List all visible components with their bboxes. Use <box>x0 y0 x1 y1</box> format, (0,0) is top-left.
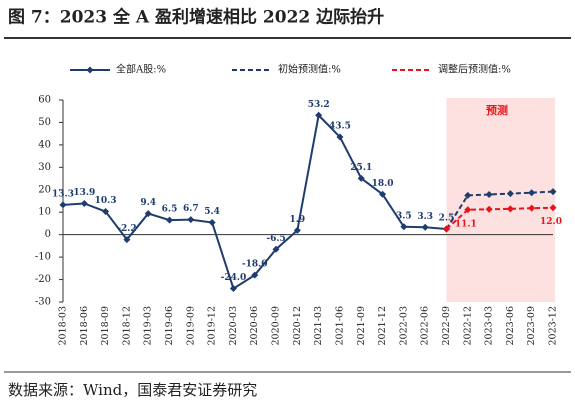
data-label: 53.2 <box>308 100 330 110</box>
chart-title: 图 7：2023 全 A 盈利增速相比 2022 边际抬升 <box>8 7 384 28</box>
x-tick-label: 2022-03 <box>398 306 409 345</box>
x-tick-label: 2021-06 <box>334 306 345 345</box>
legend-label: 全部A股:% <box>116 63 166 76</box>
data-label: 5.4 <box>204 207 220 217</box>
y-tick-label: 30 <box>38 162 51 173</box>
source: 数据来源：Wind，国泰君安证券研究 <box>8 381 257 399</box>
point <box>251 271 259 279</box>
point <box>357 174 365 182</box>
x-tick-label: 2022-09 <box>441 306 452 345</box>
data-label: 25.1 <box>350 163 372 173</box>
x-tick-label: 2021-03 <box>313 306 324 345</box>
y-tick-label: -20 <box>35 274 51 285</box>
y-tick-label: -10 <box>35 252 51 263</box>
point <box>272 245 280 253</box>
y-tick-label: 0 <box>45 229 51 240</box>
data-label: 43.5 <box>329 122 351 132</box>
data-label: 11.1 <box>455 219 477 229</box>
point <box>549 204 557 212</box>
y-tick-label: 20 <box>38 184 51 195</box>
x-tick-label: 2021-12 <box>377 306 388 345</box>
point <box>421 223 429 231</box>
point <box>400 223 408 231</box>
data-label: -6.5 <box>266 234 285 244</box>
point <box>506 205 514 213</box>
x-tick-label: 2018-12 <box>121 306 132 345</box>
point <box>229 285 237 293</box>
data-label: -24.0 <box>221 273 247 283</box>
point <box>59 201 67 209</box>
data-label: 6.7 <box>183 204 199 214</box>
x-tick-label: 2020-09 <box>271 306 282 345</box>
series-line <box>445 190 554 230</box>
x-tick-label: 2023-12 <box>548 306 559 345</box>
point <box>464 191 472 199</box>
point <box>102 208 110 216</box>
data-label: 6.5 <box>162 205 178 215</box>
point <box>293 226 301 234</box>
point <box>80 199 88 207</box>
data-label: 13.3 <box>52 189 74 199</box>
x-tick-label: 2021-09 <box>356 306 367 345</box>
point <box>528 189 536 197</box>
y-tick-label: 40 <box>38 139 51 150</box>
data-label: 18.0 <box>372 179 394 189</box>
point <box>485 190 493 198</box>
y-tick-label: 60 <box>38 95 51 106</box>
x-tick-label: 2020-06 <box>249 306 260 345</box>
point <box>379 190 387 198</box>
forecast-region <box>446 98 555 302</box>
data-label: 3.5 <box>396 211 412 221</box>
x-tick-label: 2019-06 <box>164 306 175 345</box>
x-tick-label: 2018-06 <box>79 306 90 345</box>
point <box>464 206 472 214</box>
point <box>506 190 514 198</box>
x-tick-label: 2018-03 <box>58 306 69 345</box>
point <box>166 216 174 224</box>
legend-label: 初始预测值:% <box>278 63 341 76</box>
x-tick-label: 2022-06 <box>420 306 431 345</box>
annotation: 预测 <box>486 103 508 117</box>
point <box>144 210 152 218</box>
data-label: 9.4 <box>140 198 156 208</box>
data-label: 12.0 <box>540 217 562 227</box>
point <box>187 216 195 224</box>
y-tick-label: -30 <box>35 297 51 308</box>
point <box>549 188 557 196</box>
data-label: 10.3 <box>95 196 117 206</box>
point <box>336 133 344 141</box>
point <box>208 219 216 227</box>
point <box>485 205 493 213</box>
y-tick-label: 50 <box>38 117 51 128</box>
x-tick-label: 2020-03 <box>228 306 239 345</box>
x-tick-label: 2019-03 <box>143 306 154 345</box>
data-label: 13.9 <box>73 188 95 198</box>
series-line <box>445 206 554 230</box>
point <box>315 111 323 119</box>
x-tick-label: 2023-03 <box>484 306 495 345</box>
point <box>442 225 450 233</box>
x-tick-label: 2020-12 <box>292 306 303 345</box>
data-label: 1.9 <box>290 215 306 225</box>
y-tick-label: 10 <box>38 207 51 218</box>
data-label: -18.0 <box>242 260 268 270</box>
x-tick-label: 2023-09 <box>526 306 537 345</box>
x-tick-label: 2022-12 <box>462 306 473 345</box>
point <box>123 236 131 244</box>
x-tick-label: 2019-09 <box>185 306 196 345</box>
data-label: -2.2 <box>117 224 136 234</box>
data-label: 3.3 <box>417 212 433 222</box>
data-label: 2.5 <box>439 214 455 224</box>
x-tick-label: 2019-12 <box>207 306 218 345</box>
point <box>528 204 536 212</box>
x-tick-label: 2018-09 <box>100 306 111 345</box>
x-tick-label: 2023-06 <box>505 306 516 345</box>
legend-label: 调整后预测值:% <box>438 63 511 76</box>
legend-marker <box>86 66 94 74</box>
